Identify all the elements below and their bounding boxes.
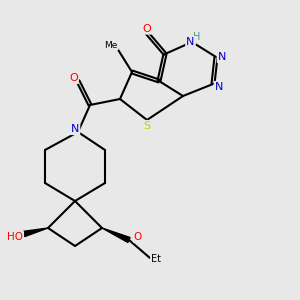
Text: H: H bbox=[193, 32, 200, 43]
Text: N: N bbox=[71, 124, 79, 134]
Polygon shape bbox=[102, 228, 130, 242]
Polygon shape bbox=[23, 228, 48, 237]
Text: N: N bbox=[186, 37, 195, 47]
Text: Et: Et bbox=[151, 254, 161, 265]
Text: S: S bbox=[143, 121, 151, 131]
Text: N: N bbox=[215, 82, 223, 92]
Text: O: O bbox=[142, 23, 152, 34]
Text: O: O bbox=[134, 232, 142, 242]
Text: O: O bbox=[69, 73, 78, 83]
Text: N: N bbox=[218, 52, 226, 62]
Text: HO: HO bbox=[7, 232, 23, 242]
Text: Me: Me bbox=[104, 40, 118, 50]
